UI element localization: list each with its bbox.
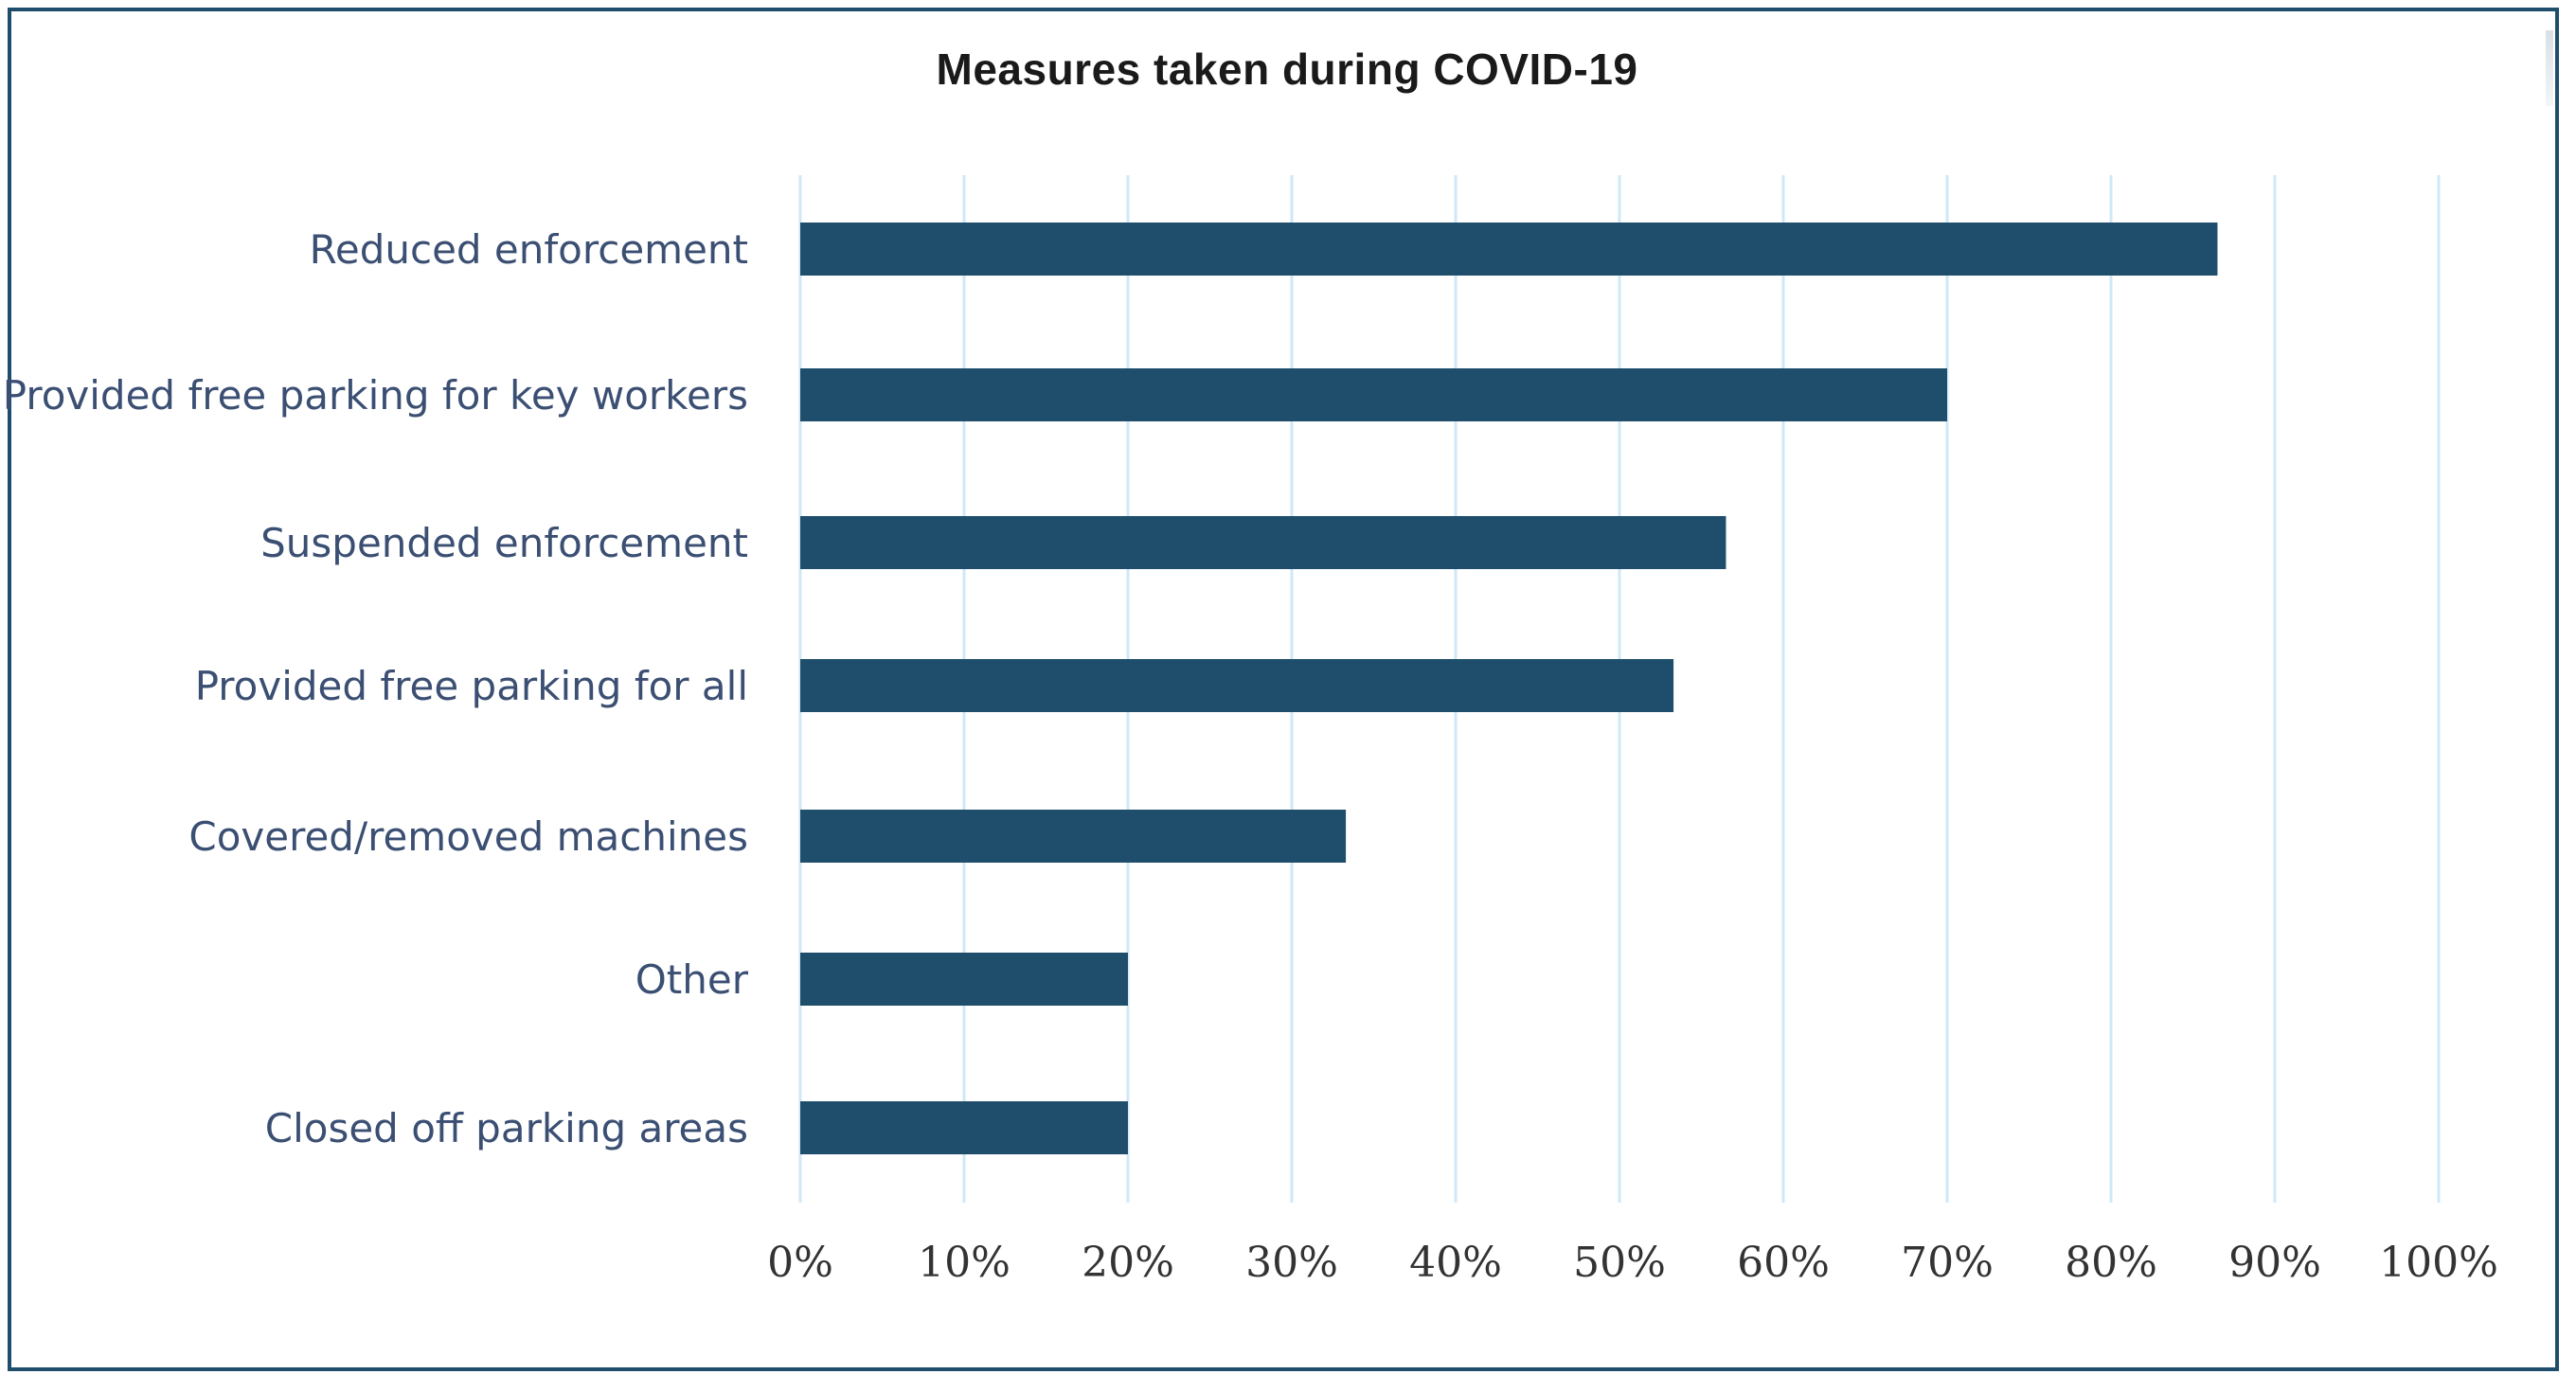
category-label: Covered/removed machines	[188, 813, 748, 860]
x-tick-label: 60%	[1737, 1239, 1830, 1287]
chart-title: Measures taken during COVID-19	[936, 45, 1638, 94]
bar	[800, 953, 1128, 1006]
bar	[800, 516, 1726, 569]
corner-watermark	[2546, 30, 2553, 106]
bar	[800, 659, 1674, 712]
x-tick-label: 20%	[1082, 1239, 1174, 1287]
category-label: Reduced enforcement	[310, 226, 748, 273]
x-tick-label: 80%	[2065, 1239, 2157, 1287]
x-tick-label: 0%	[767, 1239, 833, 1287]
category-label: Other	[635, 956, 749, 1003]
x-tick-label: 100%	[2379, 1239, 2498, 1287]
x-tick-label: 10%	[918, 1239, 1011, 1287]
bar	[800, 810, 1347, 863]
bar	[800, 223, 2218, 276]
x-tick-label: 90%	[2228, 1239, 2321, 1287]
x-tick-label: 50%	[1573, 1239, 1666, 1287]
category-label: Provided free parking for all	[195, 663, 748, 709]
category-label: Provided free parking for key workers	[3, 372, 748, 419]
category-label: Closed off parking areas	[265, 1105, 748, 1151]
bar	[800, 1101, 1128, 1154]
x-tick-label: 30%	[1245, 1239, 1338, 1287]
x-tick-label: 40%	[1409, 1239, 1502, 1287]
x-tick-label: 70%	[1901, 1239, 1994, 1287]
category-label: Suspended enforcement	[260, 520, 748, 566]
bar	[800, 368, 1947, 421]
